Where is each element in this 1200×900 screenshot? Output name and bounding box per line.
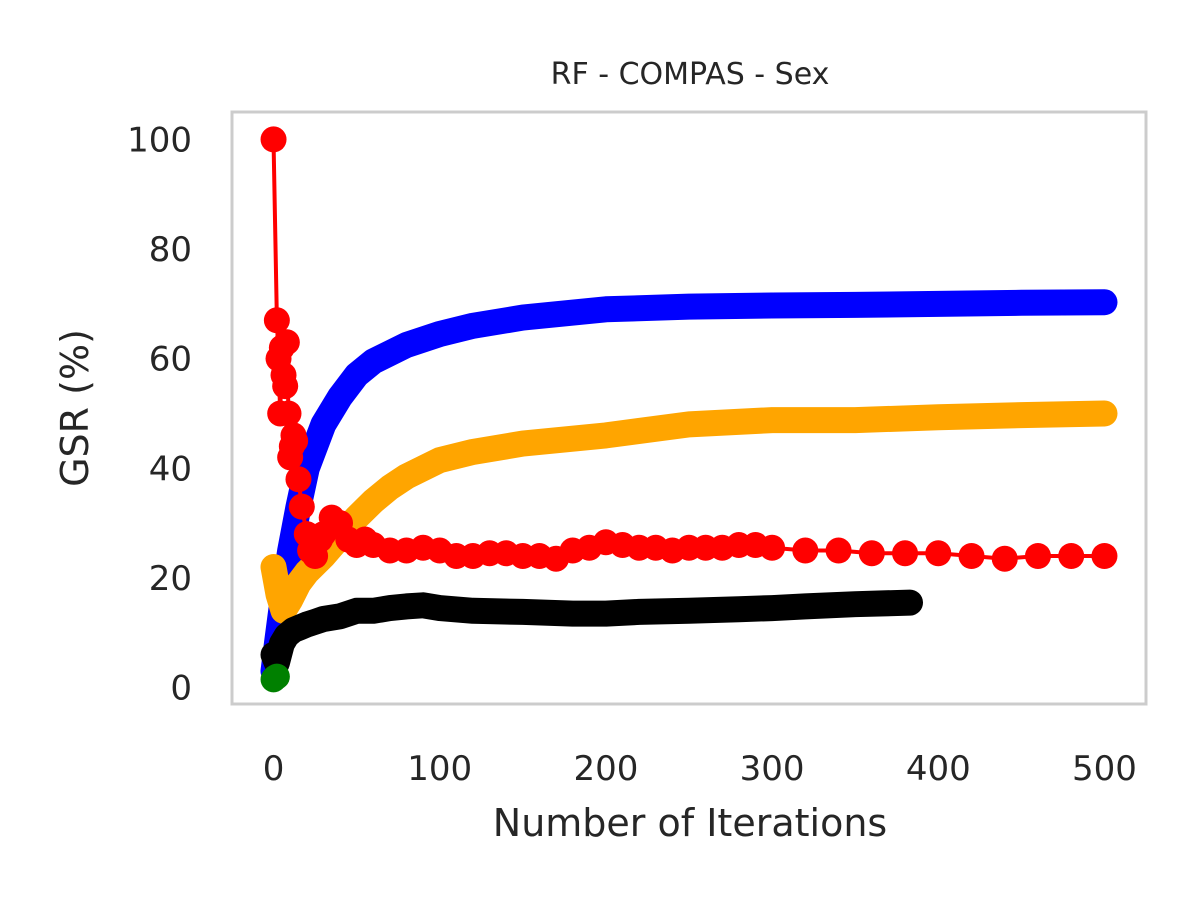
data-point <box>825 537 852 564</box>
x-tick-label: 500 <box>1072 749 1137 789</box>
data-point <box>991 545 1018 572</box>
y-tick-label: 100 <box>127 120 192 160</box>
y-tick-label: 40 <box>149 449 192 489</box>
data-point <box>272 373 299 400</box>
data-point <box>1091 543 1118 569</box>
chart-title: RF - COMPAS - Sex <box>551 57 830 92</box>
x-tick-label: 100 <box>407 749 472 789</box>
data-point <box>1024 543 1051 569</box>
series-0 <box>260 289 1118 685</box>
data-point <box>288 493 315 520</box>
data-point <box>275 400 302 427</box>
y-tick-label: 20 <box>149 559 192 599</box>
y-tick-label: 80 <box>149 230 192 270</box>
y-axis-ticks: 0 20 40 60 80 100 <box>127 120 192 708</box>
x-tick-label: 300 <box>740 749 805 789</box>
x-tick-label: 0 <box>263 749 285 789</box>
series-4 <box>260 663 290 693</box>
data-point <box>759 534 786 561</box>
series-2 <box>260 126 1118 572</box>
x-axis-ticks: 0 100 200 300 400 500 <box>263 749 1137 789</box>
y-tick-label: 0 <box>170 669 192 709</box>
data-point <box>260 126 287 153</box>
data-point <box>282 427 309 454</box>
data-point <box>925 540 952 567</box>
data-point <box>273 329 300 356</box>
data-point <box>892 540 919 567</box>
series-1 <box>260 400 1118 624</box>
data-point <box>285 466 312 493</box>
series-3 <box>260 589 923 676</box>
series-line <box>260 289 1118 685</box>
y-tick-label: 60 <box>149 340 192 380</box>
series-line <box>260 400 1118 624</box>
y-axis-label: GSR (%) <box>53 329 97 487</box>
data-point <box>263 663 290 690</box>
series-line <box>260 589 923 676</box>
x-tick-label: 200 <box>573 749 638 789</box>
data-point <box>958 543 985 569</box>
data-point <box>858 540 885 567</box>
data-point <box>792 537 819 564</box>
x-tick-label: 400 <box>906 749 971 789</box>
data-point <box>263 307 290 334</box>
x-axis-label: Number of Iterations <box>493 801 887 845</box>
data-point <box>1058 543 1085 569</box>
series-layer <box>260 126 1118 693</box>
